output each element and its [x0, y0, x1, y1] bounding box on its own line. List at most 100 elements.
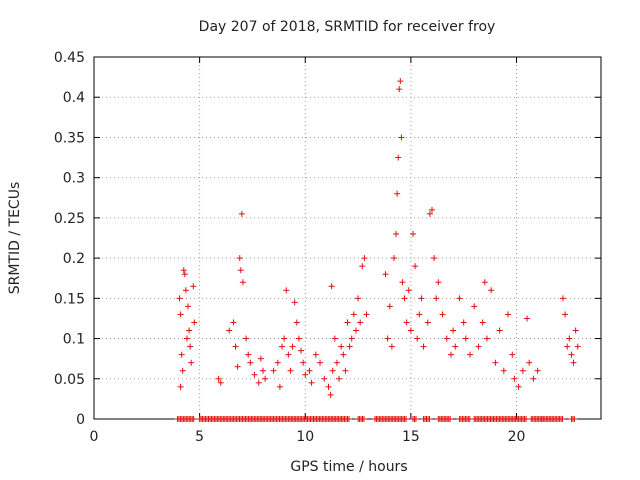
data-point: [435, 279, 442, 286]
data-point: [568, 351, 575, 358]
data-point: [232, 343, 239, 350]
data-point: [433, 295, 440, 302]
data-point: [467, 351, 474, 358]
data-point: [524, 315, 531, 322]
data-point: [564, 343, 571, 350]
data-point: [185, 303, 192, 310]
data-point: [530, 375, 537, 382]
data-point: [327, 391, 334, 398]
data-point: [274, 359, 281, 366]
chart-title: Day 207 of 2018, SRMTID for receiver fro…: [199, 19, 496, 35]
data-point: [176, 295, 183, 302]
data-point: [190, 283, 197, 290]
data-point: [300, 359, 307, 366]
zero-point: [523, 416, 530, 422]
data-point: [452, 343, 459, 350]
data-point: [559, 295, 566, 302]
x-axis-label: GPS time / hours: [290, 459, 407, 475]
data-point: [295, 335, 302, 342]
data-point: [191, 319, 198, 326]
data-point: [359, 263, 366, 270]
data-point: [262, 375, 269, 382]
zero-point: [571, 416, 578, 422]
data-point: [350, 311, 357, 318]
y-tick-label: 0.3: [63, 171, 85, 187]
data-point: [333, 359, 340, 366]
data-point: [342, 367, 349, 374]
data-point: [363, 311, 370, 318]
data-point: [182, 287, 189, 294]
data-point: [357, 319, 364, 326]
zero-point: [412, 416, 419, 422]
data-point: [390, 255, 397, 262]
data-point: [460, 319, 467, 326]
x-tick-label: 20: [508, 429, 526, 445]
data-point: [572, 327, 579, 334]
data-point: [234, 363, 241, 370]
data-point: [511, 375, 518, 382]
zero-point: [345, 416, 352, 422]
data-point: [409, 230, 416, 237]
grid: [94, 57, 601, 419]
y-tick-label: 0.2: [63, 251, 85, 267]
data-point: [429, 206, 435, 213]
data-point: [257, 355, 264, 362]
zero-point: [447, 416, 454, 422]
data-point: [393, 230, 400, 237]
data-point: [492, 359, 499, 366]
data-point: [298, 347, 305, 354]
data-point: [388, 343, 395, 350]
zero-point: [190, 416, 197, 422]
data-point: [424, 319, 431, 326]
data-point: [179, 367, 186, 374]
data-point: [217, 379, 224, 386]
data-point: [386, 303, 393, 310]
data-point: [243, 335, 250, 342]
data-point: [270, 367, 277, 374]
y-tick-label: 0.15: [54, 291, 85, 307]
zero-point: [426, 416, 433, 422]
data-point: [405, 287, 412, 294]
zero-point: [360, 416, 367, 422]
data-point: [475, 343, 482, 350]
data-point: [456, 295, 463, 302]
data-point: [448, 351, 455, 358]
data-point: [321, 375, 328, 382]
data-point: [312, 351, 319, 358]
data-point: [338, 343, 345, 350]
data-point: [395, 154, 402, 161]
data-point: [403, 319, 410, 326]
data-point: [287, 367, 294, 374]
data-point: [462, 335, 469, 342]
data-point: [361, 255, 368, 262]
data-point: [247, 359, 254, 366]
data-point: [308, 379, 315, 386]
data-point: [183, 335, 190, 342]
zero-point: [403, 416, 410, 422]
data-point: [177, 383, 184, 390]
data-point: [515, 383, 522, 390]
data-point: [239, 279, 246, 286]
data-point: [439, 311, 446, 318]
data-point: [215, 375, 222, 382]
data-point: [283, 287, 290, 294]
data-point: [331, 335, 338, 342]
data-point: [325, 383, 332, 390]
data-point: [302, 371, 309, 378]
data-point: [420, 343, 427, 350]
data-point: [450, 327, 457, 334]
data-point: [412, 263, 419, 270]
data-point: [346, 343, 353, 350]
y-tick-label: 0.4: [63, 90, 85, 106]
data-point: [574, 343, 581, 350]
data-point: [416, 311, 423, 318]
data-point: [340, 351, 347, 358]
data-point: [329, 367, 336, 374]
data-point: [483, 335, 490, 342]
data-point: [245, 351, 252, 358]
data-point: [562, 311, 569, 318]
data-point: [566, 335, 573, 342]
x-tick-label: 5: [195, 429, 204, 445]
data-point: [293, 319, 300, 326]
data-point: [230, 319, 237, 326]
